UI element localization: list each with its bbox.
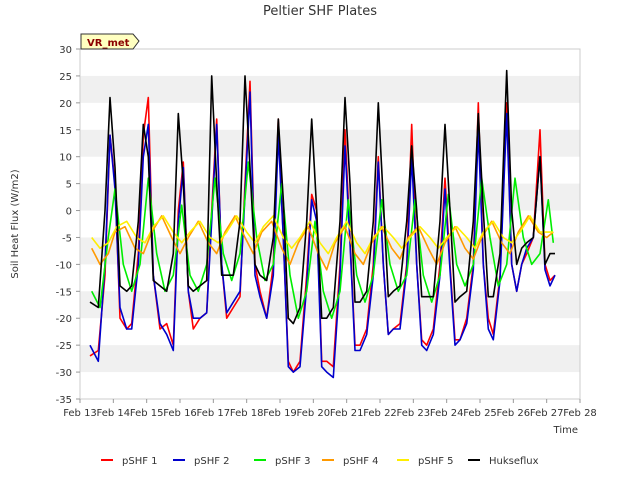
y-axis-label: Soil Heat Flux (W/m2) [10, 169, 21, 278]
y-tick-label: -10 [56, 260, 72, 271]
series-lines [89, 69, 556, 379]
x-tick-label: Feb 17 [197, 408, 231, 419]
x-tick-label: Feb 25 [463, 408, 497, 419]
legend-label: pSHF 2 [194, 456, 230, 467]
x-tick-label: Feb 14 [97, 408, 131, 419]
legend-label: pSHF 1 [122, 456, 158, 467]
x-tick-label: Feb 18 [230, 408, 264, 419]
y-tick-label: -25 [56, 341, 72, 352]
x-tick-label: Feb 20 [297, 408, 331, 419]
series-line-pshf-1 [89, 80, 556, 373]
series-line-hukseflux [89, 69, 555, 325]
series-line-pshf-2 [89, 91, 556, 379]
chart-title: Peltier SHF Plates [263, 4, 377, 19]
x-tick-label: Feb 27 [530, 408, 564, 419]
y-tick-label: -20 [56, 314, 72, 325]
x-axis: Feb 13 Feb 14 Feb 15 Feb 16 Feb 17 Feb 18 Feb … [63, 399, 597, 419]
x-tick-label: Feb 28 [563, 408, 597, 419]
grid-band [80, 75, 580, 103]
grid-bands [80, 75, 580, 373]
series-line-pshf-5 [91, 215, 554, 255]
legend-label: Hukseflux [489, 456, 539, 467]
y-tick-label: -5 [62, 233, 72, 244]
y-tick-label: 20 [59, 99, 72, 110]
x-tick-label: Feb 23 [397, 408, 431, 419]
y-tick-label: 5 [66, 180, 72, 191]
legend-label: pSHF 5 [418, 456, 454, 467]
series-line-pshf-4 [90, 215, 554, 271]
x-tick-label: Feb 13 [63, 408, 97, 419]
grid-band [80, 183, 580, 211]
x-tick-label: Feb 22 [363, 408, 397, 419]
y-tick-label: -30 [56, 368, 72, 379]
legend: pSHF 1 pSHF 2 pSHF 3 pSHF 4 pSHF 5 Hukseflux [101, 456, 539, 467]
y-tick-label: 25 [59, 72, 72, 83]
y-axis: -35 -30 -25 -20 -15 -10 -5 0 5 10 15 20 25 30 [56, 45, 80, 406]
y-tick-label: 15 [59, 126, 72, 137]
legend-label: pSHF 3 [275, 456, 311, 467]
y-tick-label: -15 [56, 287, 72, 298]
legend-label: pSHF 4 [343, 456, 379, 467]
y-tick-label: -35 [56, 395, 72, 406]
y-tick-label: 0 [66, 207, 72, 218]
y-tick-label: 10 [59, 153, 72, 164]
x-tick-label: Feb 26 [497, 408, 531, 419]
x-tick-label: Feb 24 [430, 408, 464, 419]
plot-frame [79, 48, 581, 400]
x-tick-label: Feb 15 [130, 408, 164, 419]
x-tick-label: Feb 19 [263, 408, 297, 419]
y-tick-label: 30 [59, 45, 72, 56]
x-axis-label: Time [553, 425, 578, 436]
annotation-box: VR_met [80, 33, 140, 50]
x-tick-label: Feb 16 [163, 408, 197, 419]
grid-band [80, 129, 580, 157]
x-tick-label: Feb 21 [330, 408, 364, 419]
grid-band [80, 345, 580, 373]
annotation-label: VR_met [87, 38, 130, 49]
